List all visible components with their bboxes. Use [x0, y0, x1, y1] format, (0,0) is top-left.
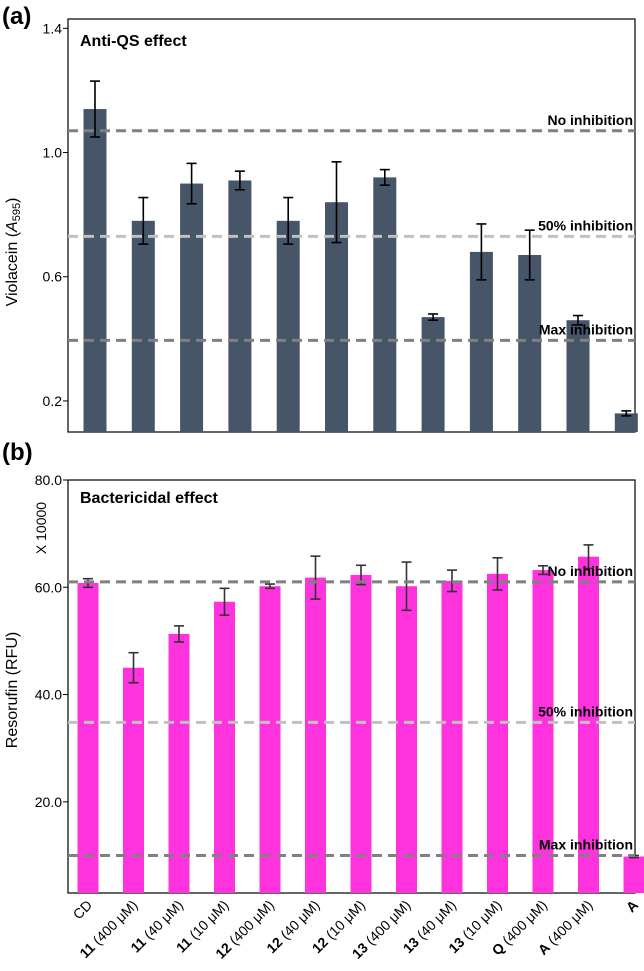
panel-b-bar [214, 601, 235, 893]
panel-b-bar [441, 580, 463, 893]
panel-a-y-tick-label: 0.6 [43, 269, 63, 285]
panel-b-scale-label: X 10000 [33, 502, 49, 554]
panel-a-error-bar [428, 313, 439, 322]
panel-b-bar [396, 586, 417, 893]
panel-a-bar [614, 413, 638, 432]
panel-a-y-tick-label: 1.4 [43, 20, 63, 36]
panel-a-y-axis: 0.2 0.6 1.0 1.4 [43, 20, 68, 409]
panel-a-error-bar [234, 170, 245, 191]
panel-b-label: (b) [2, 439, 33, 466]
panel-a-error-bar [573, 314, 583, 326]
panel-b-y-tick-label: 40.0 [35, 687, 62, 703]
panel-a-error-bar [379, 168, 390, 186]
panel-a-bar [518, 255, 542, 432]
x-category-label: CD [69, 897, 95, 923]
panel-b-bars [77, 544, 644, 893]
panel-a-error-bar [283, 196, 294, 245]
panel-a-bar [421, 317, 445, 432]
panel-a-y-axis-label: Violacein (A595) [4, 198, 23, 307]
panel-a-reference-lines: No inhibition 50% inhibition Max inhibitio… [68, 112, 635, 342]
panel-b-reference-label: 50% inhibition [538, 703, 633, 719]
panel-b-bar [623, 856, 644, 893]
panel-a-bar [373, 177, 397, 432]
panel-b-error-bar [583, 544, 594, 570]
panel-b-bar [532, 570, 554, 893]
panel-b-error-bar [219, 587, 230, 616]
panel-b-reference-lines: No inhibition 50% inhibition Max inhibitio… [68, 563, 635, 857]
panel-a-bar [83, 109, 107, 432]
panel-b-error-bar [401, 561, 412, 612]
panel-b-error-bar [310, 555, 321, 600]
panel-b-y-axis-label: Resorufin (RFU) [4, 632, 21, 748]
panel-a-reference-label: 50% inhibition [538, 217, 633, 233]
panel-a-reference-label: No inhibition [547, 112, 633, 128]
panel-a-error-bar [186, 162, 197, 205]
panel-a-error-bar [331, 161, 342, 244]
panel-a-y-tick-label: 0.2 [43, 393, 63, 409]
panel-a-error-bar [621, 410, 632, 417]
panel-a-bar [566, 320, 590, 432]
panel-b-bar [259, 586, 281, 893]
panel-b-error-bar [538, 565, 548, 576]
panel-b: (b) Bactericidal effect No inhibition 50%… [2, 439, 644, 894]
panel-a: (a) Anti-QS effect No inhibition 50% inhi… [2, 3, 638, 433]
panel-b-bar [350, 574, 372, 893]
panel-a-error-bar [138, 196, 149, 245]
panel-a-plot-frame [67, 18, 636, 433]
panel-a-error-bar [90, 80, 100, 138]
panel-a-bar [469, 251, 493, 432]
panel-b-bar [77, 582, 99, 893]
panel-a-bar [131, 220, 155, 432]
panel-a-bar [276, 220, 300, 432]
panel-a-label: (a) [2, 3, 31, 30]
panel-b-error-bar [265, 583, 275, 590]
panel-b-bar [578, 556, 599, 893]
panel-a-ylabel-suffix: ) [4, 198, 21, 203]
panel-a-error-bar [524, 229, 535, 281]
panel-b-reference-label: No inhibition [547, 563, 633, 579]
panel-a-ylabel-sub: 595 [11, 203, 23, 221]
panel-a-title: Anti-QS effect [80, 33, 187, 50]
panel-b-y-axis: 20.0 40.0 60.0 80.0 [35, 472, 68, 810]
panel-b-error-bar [492, 556, 503, 591]
panel-b-bar [487, 573, 508, 893]
panel-a-bar [228, 180, 252, 432]
panel-a-reference-label: Max inhibition [539, 321, 633, 337]
panel-b-y-tick-label: 20.0 [35, 794, 62, 810]
panel-b-error-bar [128, 651, 139, 684]
panel-b-y-tick-label: 80.0 [35, 472, 62, 488]
panel-a-error-bar [476, 223, 487, 281]
panel-b-reference-label: Max inhibition [539, 836, 633, 852]
panel-b-bar [123, 667, 144, 893]
panel-b-y-tick-label: 60.0 [35, 579, 62, 595]
panel-a-ylabel-prefix: Violacein ( [4, 231, 21, 306]
panel-b-bar [305, 577, 326, 893]
x-category-label: A [623, 897, 641, 915]
panel-b-error-bar [174, 625, 184, 643]
panel-a-bar [180, 183, 204, 432]
panel-a-bars [83, 80, 638, 432]
panel-b-title: Bactericidal effect [80, 490, 219, 507]
panel-a-bar [325, 202, 348, 432]
panel-b-bar [168, 633, 190, 893]
panel-a-ylabel-italic: A [4, 221, 21, 233]
panel-a-y-tick-label: 1.0 [43, 145, 63, 161]
